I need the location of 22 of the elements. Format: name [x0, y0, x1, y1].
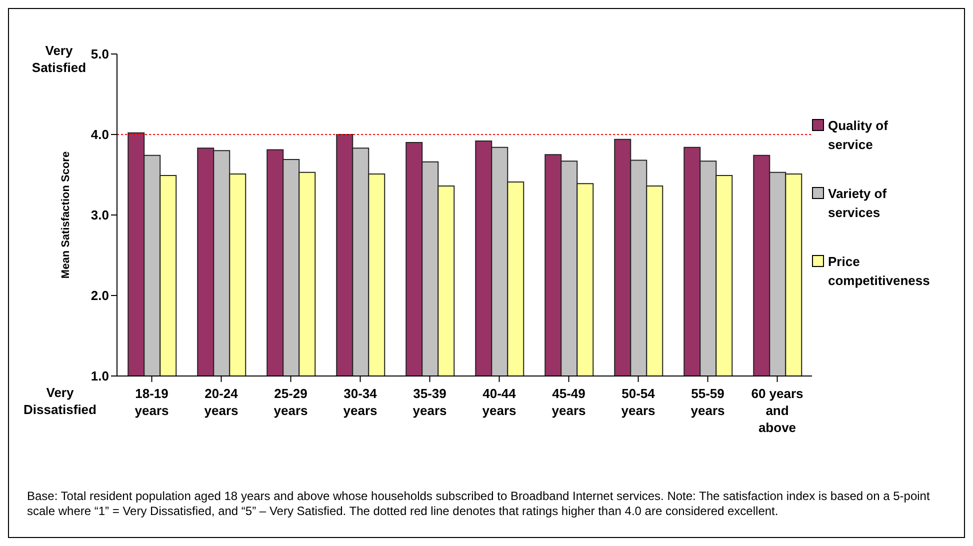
x-tick-label: 30-34 years	[343, 386, 378, 418]
legend-label: Variety of services	[828, 185, 888, 222]
x-tick-label: 55-59 years	[690, 386, 725, 418]
y-tick-label: 3.0	[90, 208, 109, 223]
x-tick-label: 20-24 years	[204, 386, 239, 418]
x-tick-label: 50-54 years	[621, 386, 656, 418]
y-tick-label: 4.0	[90, 127, 109, 142]
x-tick-label: 40-44 years	[482, 386, 517, 418]
x-tick-label: 35-39 years	[412, 386, 447, 418]
legend-label: Price competitiveness	[828, 253, 930, 290]
y-axis-title: Mean Satisfaction Score	[60, 151, 72, 279]
text: Base: Total resident population aged 18 years and above whose households subscribed to Broadband Internet services. Note: The satisfaction index is based on a 5-point scale where “1” = Very Dissatisfied, and “5” – Very Satisfied. The dotted red line denotes that ratings higher than 4.0 are considered excellent.	[27, 489, 931, 519]
y-tick-label: 2.0	[90, 288, 109, 304]
y-tick-label: 5.0	[90, 46, 109, 62]
text: Very Dissatisfied	[22, 384, 98, 418]
x-tick-label: 60 years and above	[751, 386, 804, 435]
x-tick-label: 18-19 years	[134, 386, 169, 418]
legend-label: Quality of service	[828, 117, 889, 154]
text: Very Satisfied	[30, 42, 88, 76]
x-tick-label: 45-49 years	[552, 386, 586, 418]
y-tick-label: 1.0	[90, 368, 109, 384]
x-tick-label: 25-29 years	[274, 386, 308, 418]
